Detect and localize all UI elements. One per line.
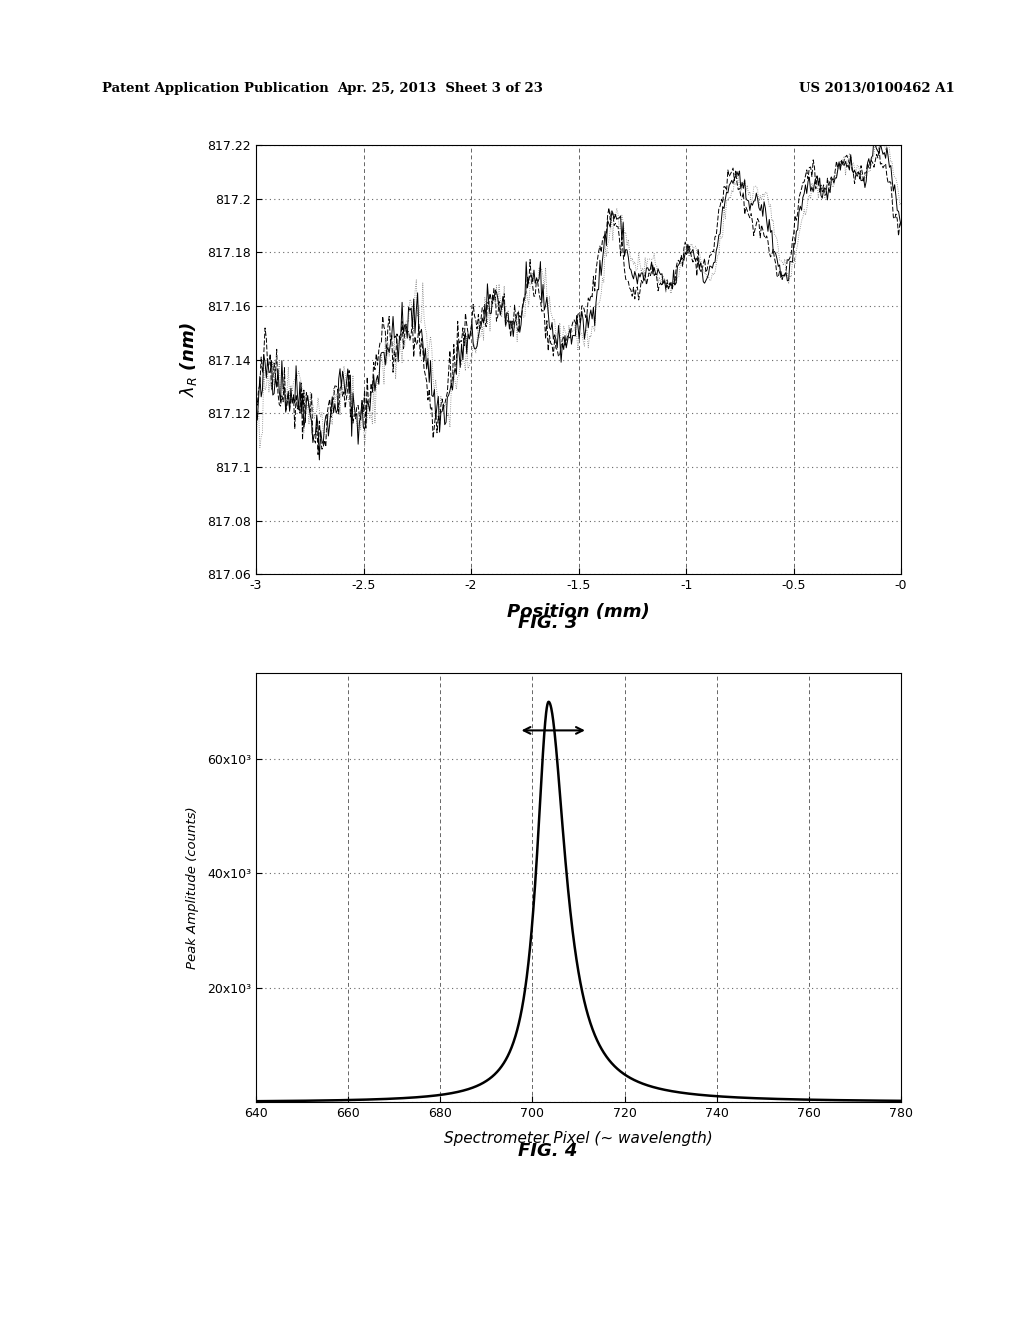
Text: FIG. 4: FIG. 4	[518, 1142, 578, 1160]
Text: FIG. 3: FIG. 3	[518, 614, 578, 632]
Y-axis label: Peak Amplitude (counts): Peak Amplitude (counts)	[185, 807, 199, 969]
Text: Apr. 25, 2013  Sheet 3 of 23: Apr. 25, 2013 Sheet 3 of 23	[337, 82, 544, 95]
Text: Patent Application Publication: Patent Application Publication	[102, 82, 329, 95]
X-axis label: Position (mm): Position (mm)	[507, 603, 650, 622]
Y-axis label: $\lambda_R$ (nm): $\lambda_R$ (nm)	[178, 322, 199, 397]
Text: US 2013/0100462 A1: US 2013/0100462 A1	[799, 82, 954, 95]
X-axis label: Spectrometer Pixel (~ wavelength): Spectrometer Pixel (~ wavelength)	[444, 1131, 713, 1146]
